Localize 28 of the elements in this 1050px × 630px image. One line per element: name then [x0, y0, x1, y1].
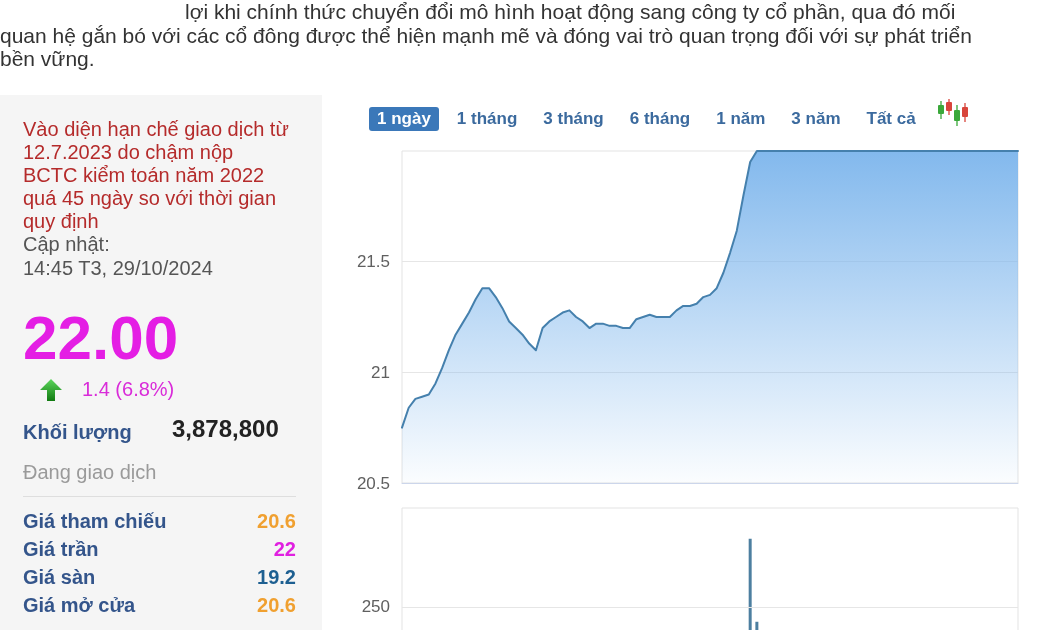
range-button[interactable]: 3 tháng [535, 107, 612, 131]
range-button[interactable]: Tất cả [858, 107, 924, 131]
range-button[interactable]: 3 năm [783, 107, 849, 131]
y-tick-label: 21.5 [356, 252, 390, 272]
text: lợi khi chính thức chuyển đổi mô hình hoạt động sang công ty cổ phần, qua đó mối quan hệ gắn bó với các cổ đông được thể hiện mạnh mẽ và đóng vai trò quan trọng đối với sự phát triển bền vững. [0, 0, 973, 71]
y-tick-label: 20.5 [356, 473, 390, 493]
y-tick-label: 21 [371, 362, 390, 382]
range-button[interactable]: 1 năm [708, 107, 774, 131]
text: 22.00 [23, 303, 179, 373]
range-button[interactable]: 1 ngày [369, 107, 439, 131]
text: Giá tham chiếu [23, 509, 167, 533]
text: Khối lượng [23, 420, 132, 444]
text: 3,878,800 [172, 415, 279, 443]
text: Giá sàn [23, 565, 96, 589]
text: 20.6 [257, 509, 296, 533]
text: 250 [361, 597, 390, 617]
text: Đang giao dịch [23, 461, 157, 484]
text: 14:45 T3, 29/10/2024 [23, 257, 213, 280]
text: 19.2 [257, 565, 296, 589]
text: Vào diện hạn chế giao dịch từ 12.7.2023 do chậm nộp BCTC kiểm toán năm 2022 quá 45 ngày so với thời gian quy định [23, 118, 290, 233]
text: Cập nhật: [23, 233, 110, 256]
text: 20.6 [257, 593, 296, 617]
text: Giá mở cửa [23, 593, 136, 617]
text: 22 [273, 537, 296, 561]
range-button[interactable]: 6 tháng [621, 107, 699, 131]
range-button[interactable]: 1 tháng [448, 107, 526, 131]
text: 1.4 (6.8%) [82, 378, 175, 401]
text: Giá trần [23, 537, 99, 561]
